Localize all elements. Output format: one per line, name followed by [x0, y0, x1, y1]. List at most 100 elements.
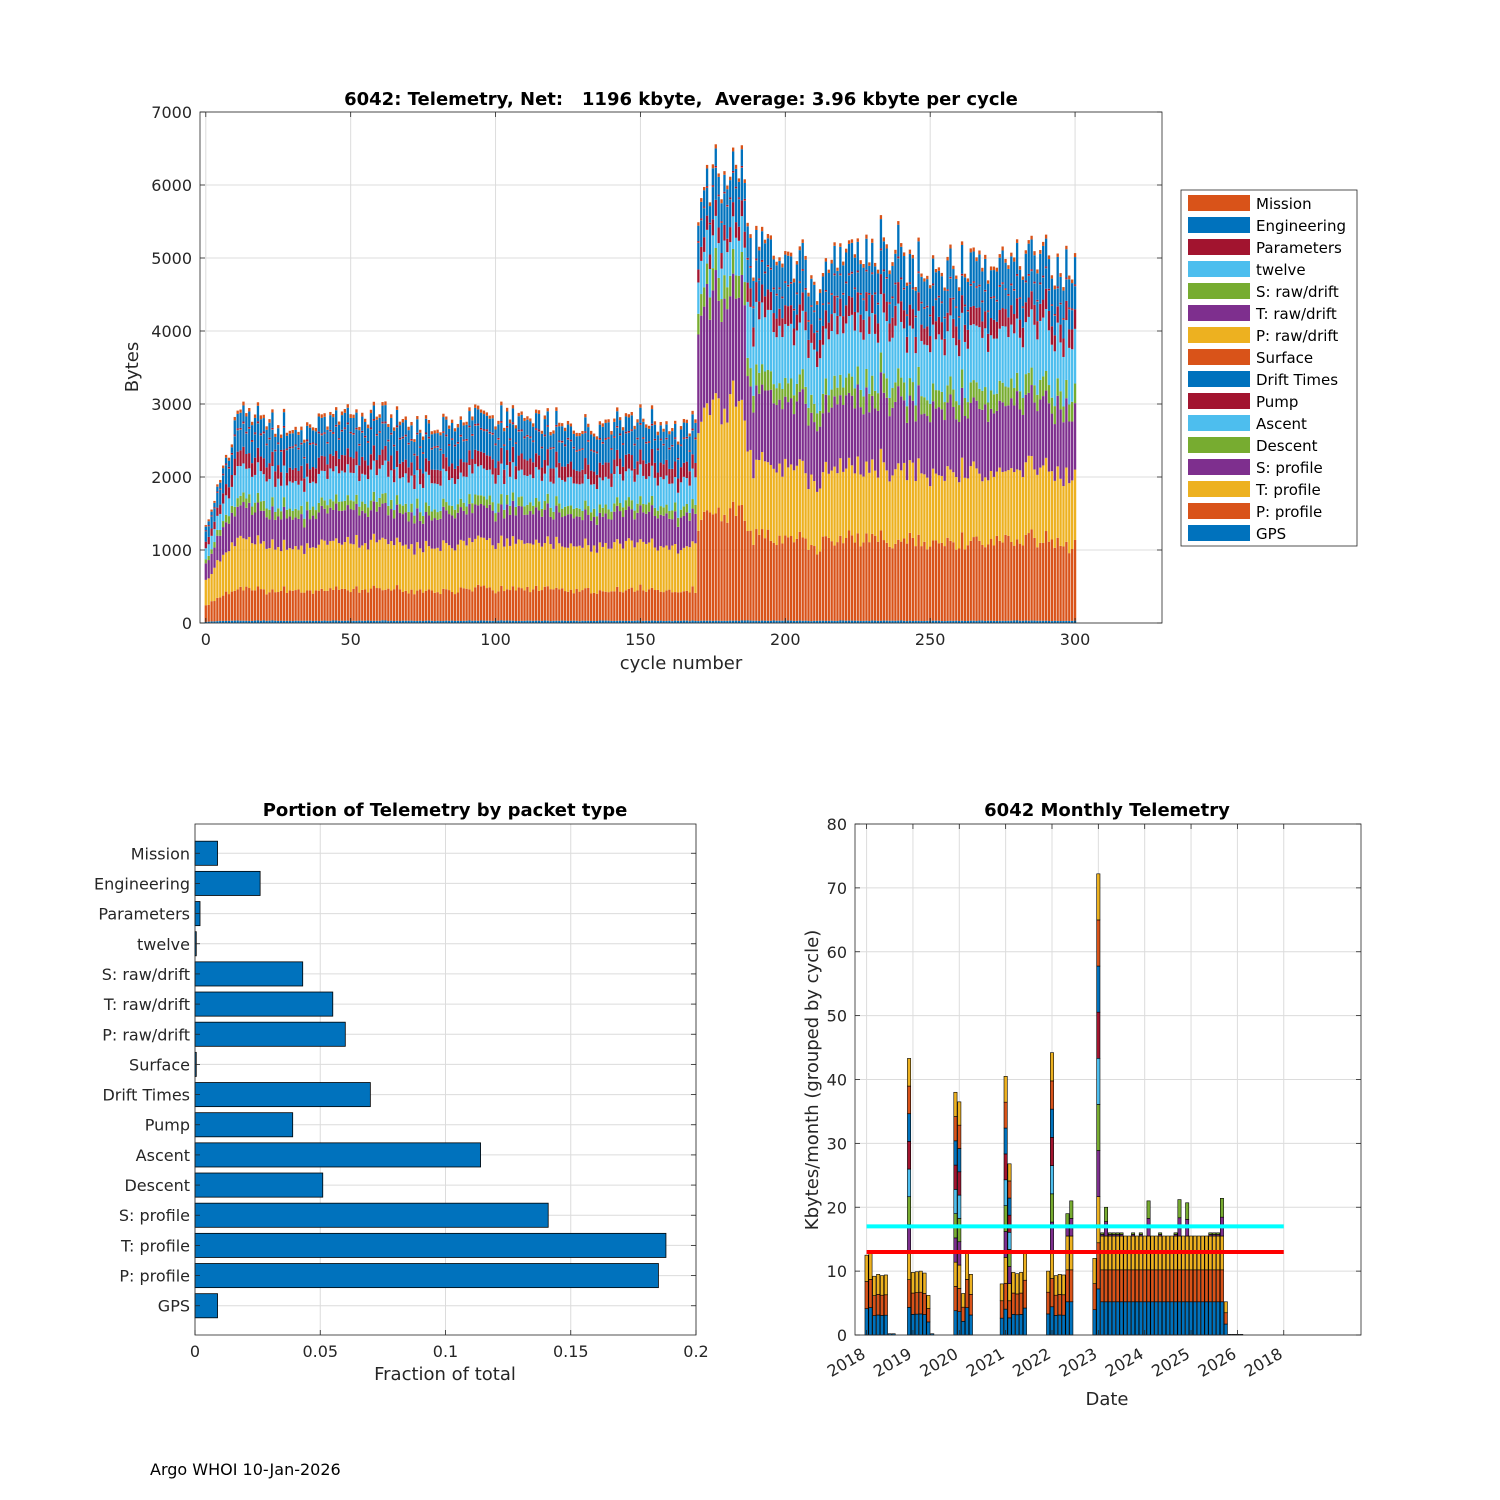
cycle-bar-segment [813, 422, 816, 482]
cycle-bar-segment [398, 542, 402, 590]
cycle-bar-segment [891, 388, 894, 408]
cycle-bar-stack [387, 424, 390, 623]
cycle-bar-segment [723, 408, 726, 515]
cycle-bar-segment [598, 421, 602, 425]
cycle-bar-segment [963, 620, 967, 623]
br-bar-segment [953, 1164, 958, 1190]
cycle-bar-segment [897, 539, 900, 621]
cycle-bar-segment [372, 491, 376, 502]
cycle-bar-segment [795, 261, 799, 265]
cycle-bar-segment [529, 436, 532, 438]
cycle-bar-segment [294, 426, 297, 430]
cycle-bar-segment [343, 588, 347, 621]
cycle-bar-segment [731, 273, 735, 381]
br-bar-segment [876, 1274, 881, 1295]
cycle-bar-segment [598, 590, 602, 621]
br-bar-segment [1050, 1193, 1054, 1223]
cycle-bar-segment [207, 519, 210, 522]
cycle-bar-segment [566, 439, 570, 464]
cycle-bar-segment [514, 590, 517, 622]
cycle-bar-segment [398, 439, 402, 464]
cycle-bar-segment [578, 450, 581, 472]
cycle-bar-segment [224, 457, 228, 464]
cycle-bar-segment [537, 455, 541, 470]
cycle-bar-segment [227, 457, 231, 461]
cycle-bar-segment [656, 518, 659, 551]
br-bar-segment [1208, 1269, 1213, 1303]
cycle-bar-segment [639, 584, 642, 621]
cycle-bar-segment [958, 548, 961, 621]
cycle-bar-segment [1071, 421, 1074, 481]
br-bar-segment [1061, 1294, 1066, 1316]
cycle-bar-segment [517, 587, 520, 621]
cycle-bar-segment [859, 264, 862, 294]
cycle-bar-segment [282, 408, 286, 413]
cycle-bar-segment [433, 469, 436, 484]
br-month-bar [1061, 1274, 1066, 1336]
cycle-bar-segment [503, 431, 506, 445]
cycle-bar-segment [908, 532, 912, 621]
cycle-bar-segment [694, 513, 697, 544]
cycle-bar-stack [471, 416, 474, 623]
cycle-bar-segment [537, 590, 541, 621]
cycle-bar-segment [210, 528, 213, 536]
cycle-bar-segment [1042, 299, 1045, 318]
cycle-bar-stack [711, 164, 715, 623]
cycle-bar-segment [726, 185, 729, 190]
cycle-bar-segment [404, 436, 407, 460]
cycle-bar-segment [995, 393, 998, 411]
cycle-bar-segment [813, 281, 816, 285]
cycle-bar-segment [526, 434, 529, 437]
cycle-bar-segment [566, 591, 570, 621]
cycle-bar-stack [989, 266, 993, 623]
cycle-bar-segment [798, 281, 801, 283]
cycle-bar-stack [616, 407, 619, 623]
cycle-bar-stack [691, 410, 694, 623]
cycle-bar-segment [691, 414, 694, 429]
cycle-bar-segment [766, 309, 770, 370]
cycle-bar-segment [818, 410, 822, 427]
cycle-bar-segment [590, 484, 593, 513]
cycle-bar-segment [311, 444, 315, 468]
br-bar-segment [1007, 1197, 1012, 1216]
cycle-bar-segment [595, 593, 599, 621]
cycle-bar-segment [416, 508, 419, 543]
cycle-bar-segment [743, 247, 746, 283]
cycle-bar-segment [1015, 239, 1019, 243]
cycle-bar-segment [259, 501, 263, 511]
cycle-bar-segment [879, 352, 883, 373]
cycle-bar-stack [775, 261, 778, 623]
cycle-bar-segment [729, 275, 732, 297]
cycle-bar-segment [366, 465, 370, 480]
cycle-bar-segment [584, 538, 587, 589]
cycle-bar-segment [592, 545, 596, 593]
cycle-bar-segment [433, 548, 436, 593]
cycle-bar-segment [288, 430, 291, 434]
cycle-bar-segment [610, 434, 613, 449]
cycle-bar-segment [546, 536, 549, 587]
cycle-bar-segment [326, 513, 329, 545]
cycle-bar-stack [856, 238, 859, 623]
cycle-bar-segment [1062, 338, 1065, 357]
cycle-bar-segment [488, 456, 491, 470]
cycle-bar-segment [868, 472, 871, 543]
cycle-bar-segment [691, 468, 694, 500]
cycle-bar-segment [934, 300, 938, 322]
cycle-bar-segment [813, 312, 816, 334]
cycle-bar-segment [563, 446, 567, 467]
cycle-bar-segment [801, 389, 804, 461]
cycle-bar-segment [897, 620, 900, 623]
cycle-bar-segment [433, 483, 436, 510]
cycle-bar-segment [679, 517, 683, 551]
cycle-bar-segment [277, 620, 280, 623]
cycle-bar-stack [250, 421, 254, 623]
cycle-bar-segment [668, 483, 671, 511]
cycle-bar-segment [668, 589, 671, 621]
cycle-bar-segment [329, 620, 332, 623]
cycle-bar-stack [216, 484, 219, 623]
cycle-bar-segment [1001, 382, 1004, 403]
cycle-bar-segment [320, 470, 323, 498]
cycle-bar-segment [204, 525, 207, 527]
cycle-bar-segment [975, 620, 978, 623]
cycle-bar-segment [262, 433, 265, 459]
